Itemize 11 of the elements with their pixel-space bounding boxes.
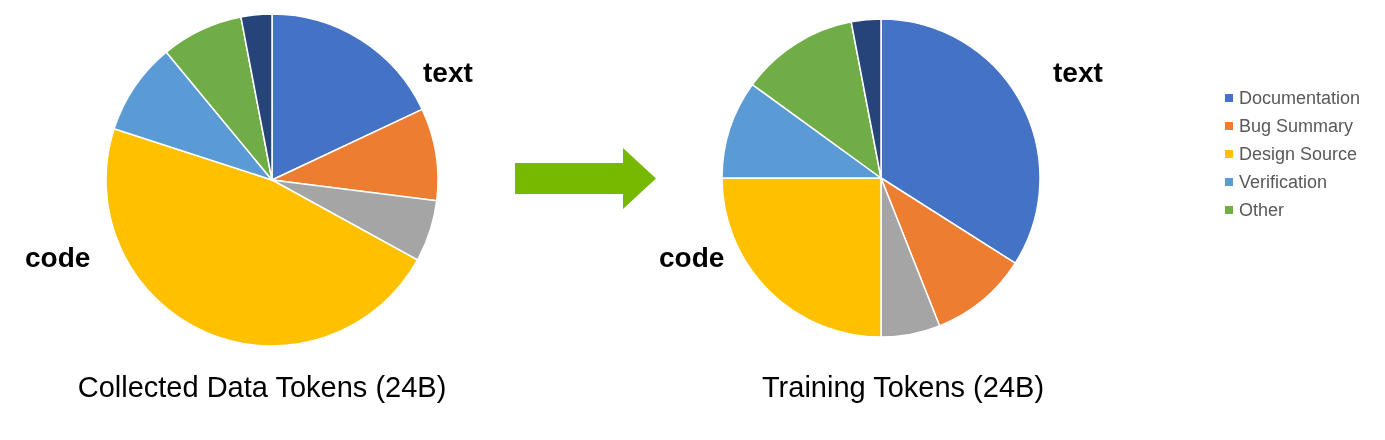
slice-label: Training Tokens (24B) [761,370,1045,403]
slice-label: Collected Data Tokens (24B) [77,370,447,403]
legend-label: Documentation [1239,88,1361,108]
legend-label: Other [1239,200,1285,220]
legend-label: Bug Summary [1239,116,1354,136]
text: text [423,56,473,88]
legend-label: Design Source [1239,144,1358,164]
text: code [25,241,91,273]
text: text [1053,56,1103,88]
text: code [659,241,725,273]
legend-label: Verification [1239,172,1328,192]
